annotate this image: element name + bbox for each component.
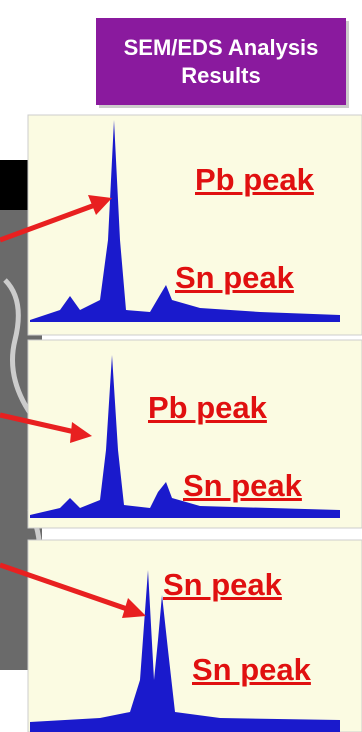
peak-label: Sn peak: [183, 468, 302, 504]
peak-label: Sn peak: [163, 567, 282, 603]
page: SEM/EDS Analysis Results Pb peak Sn peak…: [0, 0, 362, 732]
spectrum-panel: [28, 115, 362, 335]
peak-label: Pb peak: [148, 390, 267, 426]
peak-label: Sn peak: [192, 652, 311, 688]
title: SEM/EDS Analysis Results: [96, 18, 346, 105]
peak-label: Sn peak: [175, 260, 294, 296]
figure: [0, 0, 362, 732]
peak-label: Pb peak: [195, 162, 314, 198]
